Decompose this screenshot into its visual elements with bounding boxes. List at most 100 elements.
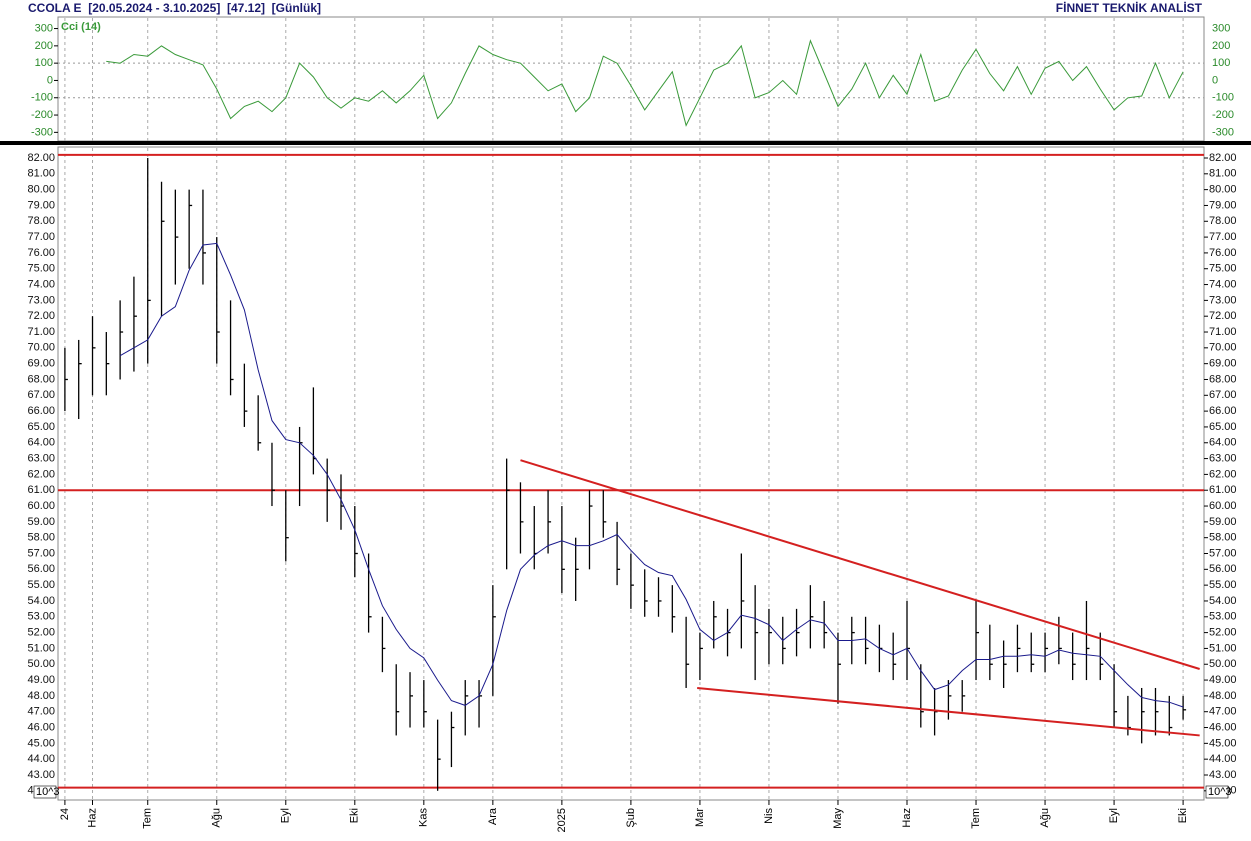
scale-note: 10^3: [1208, 786, 1232, 798]
y-tick-label: 57.00: [1209, 547, 1237, 559]
y-tick-label: 73.00: [27, 294, 55, 306]
x-tick-label: May: [832, 808, 844, 829]
y-tick-label: 300: [1212, 22, 1230, 34]
y-tick-label: 62.00: [1209, 468, 1237, 480]
y-tick-label: 68.00: [1209, 373, 1237, 385]
x-tick-label: Eyl: [1108, 808, 1120, 823]
y-tick-label: 67.00: [27, 389, 55, 401]
y-tick-label: 54.00: [1209, 595, 1237, 607]
y-tick-label: 53.00: [27, 611, 55, 623]
y-tick-label: -200: [1212, 109, 1234, 121]
moving-average: [119, 242, 1184, 708]
cci-line: [106, 39, 1184, 127]
y-tick-label: 0: [47, 74, 53, 86]
panel-separator: [0, 141, 1251, 145]
x-tick-label: Eki: [349, 808, 361, 823]
y-tick-label: 80.00: [27, 184, 55, 196]
y-tick-label: 60.00: [1209, 500, 1237, 512]
y-tick-label: 58.00: [1209, 532, 1237, 544]
y-tick-label: 61.00: [1209, 484, 1237, 496]
trend-line: [697, 686, 1200, 737]
y-tick-label: 78.00: [1209, 215, 1237, 227]
y-tick-label: 77.00: [1209, 231, 1237, 243]
y-tick-label: 47.00: [1209, 706, 1237, 718]
y-tick-label: 76.00: [1209, 247, 1237, 259]
x-tick-label: Tem: [142, 808, 154, 829]
y-tick-label: 82.00: [1209, 152, 1237, 164]
x-tick-label: Tem: [970, 808, 982, 829]
y-tick-label: 50.00: [27, 658, 55, 670]
y-tick-label: 73.00: [1209, 294, 1237, 306]
y-tick-label: 56.00: [27, 563, 55, 575]
y-tick-label: 81.00: [1209, 168, 1237, 180]
scale-note-box: [1205, 785, 1229, 799]
y-tick-label: 46.00: [1209, 721, 1237, 733]
y-tick-label: 65.00: [1209, 421, 1237, 433]
x-tick-label: Mar: [694, 808, 706, 827]
y-tick-label: 74.00: [1209, 278, 1237, 290]
y-tick-label: 62.00: [27, 468, 55, 480]
x-tick-label: Eyl: [280, 808, 292, 823]
y-tick-label: 79.00: [27, 199, 55, 211]
x-tick-label: Şub: [625, 808, 637, 828]
y-tick-label: 53.00: [1209, 611, 1237, 623]
y-tick-label: 200: [1212, 40, 1230, 52]
brand: FİNNET TEKNİK ANALİST: [1056, 0, 1203, 15]
y-tick-label: 49.00: [1209, 674, 1237, 686]
y-tick-label: 67.00: [1209, 389, 1237, 401]
y-tick-label: 55.00: [1209, 579, 1237, 591]
y-tick-label: 79.00: [1209, 199, 1237, 211]
y-tick-label: 75.00: [27, 263, 55, 275]
trend-line: [520, 459, 1200, 670]
y-tick-label: 52.00: [27, 627, 55, 639]
y-tick-label: -300: [1212, 126, 1234, 138]
y-tick-label: -100: [1212, 92, 1234, 104]
y-tick-label: 72.00: [1209, 310, 1237, 322]
x-tick-label: 2025: [556, 808, 568, 832]
y-tick-label: 77.00: [27, 231, 55, 243]
y-tick-label: 0: [1212, 74, 1218, 86]
y-tick-label: 43.00: [27, 769, 55, 781]
y-tick-label: 43.00: [1209, 769, 1237, 781]
x-tick-label: Nis: [763, 808, 775, 824]
x-tick-label: Eki: [1177, 808, 1189, 823]
y-tick-label: 69.00: [1209, 358, 1237, 370]
y-tick-label: 100: [1212, 57, 1230, 69]
y-tick-label: 51.00: [27, 642, 55, 654]
y-tick-label: 65.00: [27, 421, 55, 433]
y-tick-label: 69.00: [27, 358, 55, 370]
y-tick-label: 70.00: [27, 342, 55, 354]
y-tick-label: 52.00: [1209, 627, 1237, 639]
y-tick-label: 78.00: [27, 215, 55, 227]
y-tick-label: -300: [31, 126, 53, 138]
scale-note-box: [33, 785, 57, 799]
y-tick-label: 66.00: [1209, 405, 1237, 417]
x-tick-label: Ağu: [1039, 808, 1051, 828]
x-tick-label: Ara: [487, 807, 499, 825]
y-tick-label: 200: [35, 40, 53, 52]
x-tick-label: Haz: [901, 808, 913, 828]
y-tick-label: 63.00: [27, 452, 55, 464]
x-tick-label: Haz: [86, 808, 98, 828]
y-tick-label: 82.00: [27, 152, 55, 164]
y-tick-label: 70.00: [1209, 342, 1237, 354]
y-tick-label: 45.00: [27, 737, 55, 749]
y-tick-label: 61.00: [27, 484, 55, 496]
y-tick-label: 66.00: [27, 405, 55, 417]
y-tick-label: 44.00: [1209, 753, 1237, 765]
y-tick-label: 48.00: [1209, 690, 1237, 702]
y-tick-label: 71.00: [1209, 326, 1237, 338]
y-tick-label: 54.00: [27, 595, 55, 607]
x-tick-label: Ağu: [211, 808, 223, 828]
y-tick-label: 60.00: [27, 500, 55, 512]
y-tick-label: 81.00: [27, 168, 55, 180]
y-tick-label: 56.00: [1209, 563, 1237, 575]
y-tick-label: 59.00: [27, 516, 55, 528]
y-tick-label: 300: [35, 22, 53, 34]
y-tick-label: -200: [31, 109, 53, 121]
y-tick-label: 45.00: [1209, 737, 1237, 749]
scale-note: 10^3: [36, 786, 60, 798]
y-tick-label: 58.00: [27, 532, 55, 544]
